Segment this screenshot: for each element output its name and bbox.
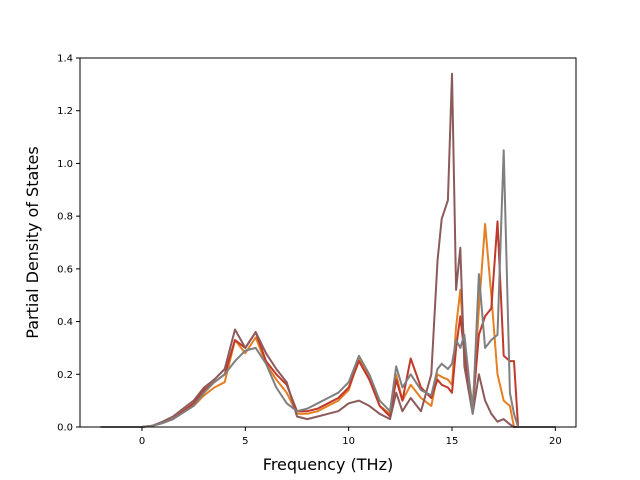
y-tick-label: 0.8 xyxy=(57,212,73,223)
y-tick-label: 0.0 xyxy=(57,423,73,434)
x-tick-label: 5 xyxy=(242,436,248,447)
plot-frame xyxy=(79,57,577,428)
y-axis-label: Partial Density of States xyxy=(23,146,42,338)
y-tick-label: 1.2 xyxy=(57,106,73,117)
series-line-4 xyxy=(100,149,556,428)
series-line-3 xyxy=(100,72,556,428)
x-tick-label: 20 xyxy=(549,436,562,447)
y-tick-label: 1.4 xyxy=(57,54,73,65)
series-layer xyxy=(100,72,556,428)
y-axis: 0.0 0.2 0.4 0.6 0.8 1.0 1.2 1.4 xyxy=(57,54,80,434)
y-tick-label: 0.4 xyxy=(57,317,73,328)
x-tick-label: 15 xyxy=(446,436,459,447)
y-tick-label: 1.0 xyxy=(57,159,73,170)
x-tick-label: 0 xyxy=(139,436,145,447)
x-tick-label: 10 xyxy=(342,436,355,447)
x-axis-label: Frequency (THz) xyxy=(263,455,393,474)
y-tick-label: 0.2 xyxy=(57,370,73,381)
x-axis: 0 5 10 15 20 xyxy=(139,427,562,447)
y-tick-label: 0.6 xyxy=(57,264,73,275)
